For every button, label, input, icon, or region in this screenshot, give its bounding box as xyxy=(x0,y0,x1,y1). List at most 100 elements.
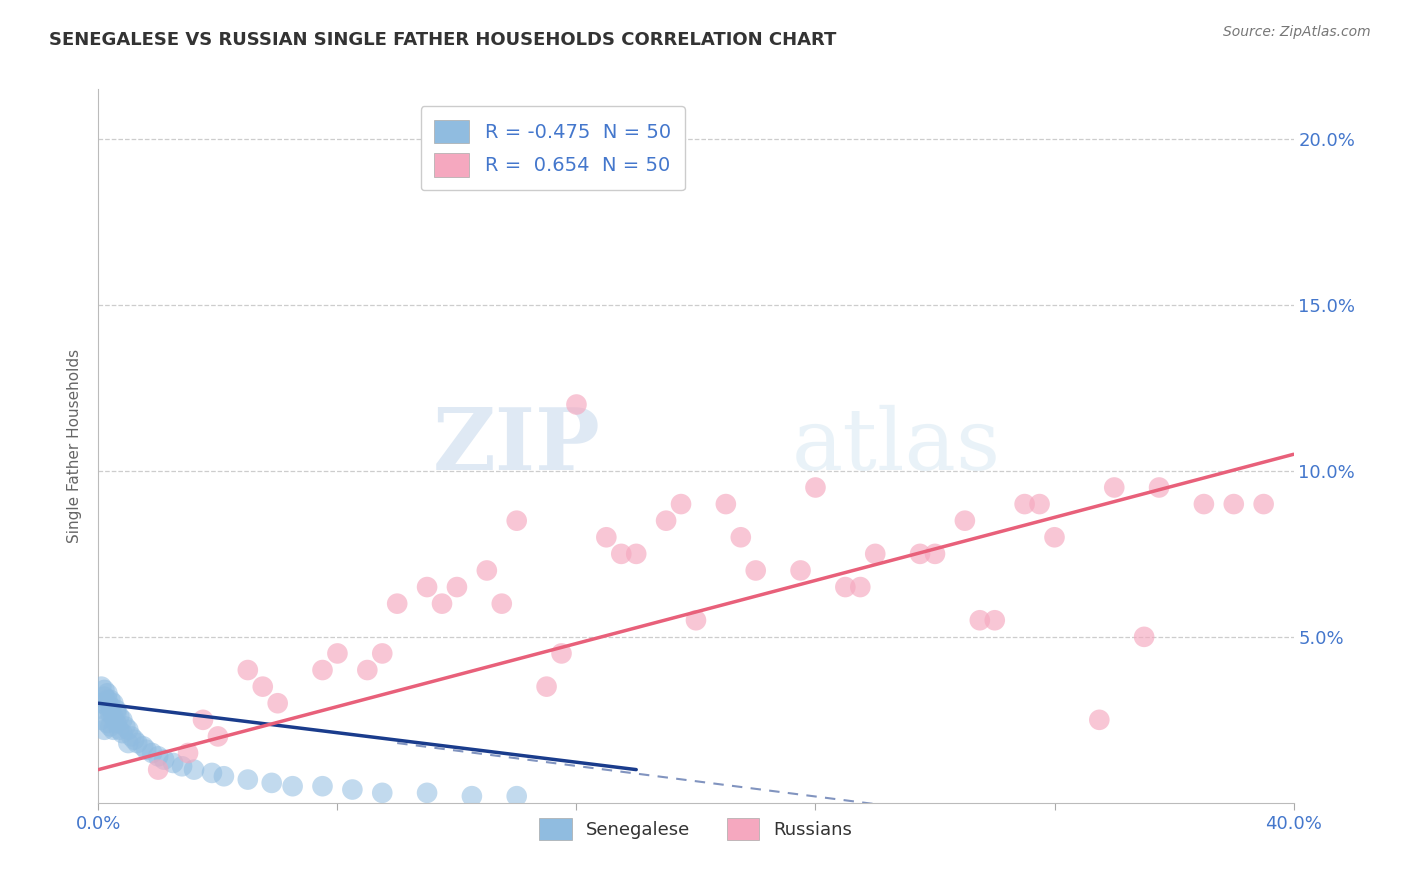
Point xyxy=(177,746,200,760)
Point xyxy=(475,564,498,578)
Point xyxy=(595,530,617,544)
Point xyxy=(191,713,214,727)
Point xyxy=(655,514,678,528)
Point xyxy=(924,547,946,561)
Point xyxy=(148,749,170,764)
Point xyxy=(111,726,134,740)
Point xyxy=(371,786,394,800)
Point xyxy=(98,706,122,721)
Point xyxy=(953,514,976,528)
Legend: Senegalese, Russians: Senegalese, Russians xyxy=(533,811,859,847)
Point xyxy=(1192,497,1215,511)
Point xyxy=(260,776,283,790)
Point xyxy=(536,680,558,694)
Point xyxy=(103,723,125,737)
Point xyxy=(90,696,112,710)
Point xyxy=(132,739,155,754)
Point xyxy=(98,693,122,707)
Point xyxy=(93,723,115,737)
Point xyxy=(236,663,259,677)
Point xyxy=(148,763,170,777)
Point xyxy=(371,647,394,661)
Point xyxy=(90,713,112,727)
Point xyxy=(90,680,112,694)
Point xyxy=(93,703,115,717)
Point xyxy=(610,547,633,561)
Point xyxy=(1028,497,1050,511)
Point xyxy=(117,736,139,750)
Point xyxy=(236,772,259,787)
Point xyxy=(281,779,304,793)
Point xyxy=(267,696,290,710)
Point xyxy=(550,647,572,661)
Point xyxy=(984,613,1007,627)
Text: ZIP: ZIP xyxy=(433,404,600,488)
Point xyxy=(183,763,205,777)
Point xyxy=(730,530,752,544)
Point xyxy=(714,497,737,511)
Point xyxy=(103,696,125,710)
Point xyxy=(865,547,887,561)
Point xyxy=(108,709,131,723)
Point xyxy=(153,753,176,767)
Point xyxy=(506,789,529,804)
Point xyxy=(969,613,991,627)
Point xyxy=(93,682,115,697)
Point xyxy=(1088,713,1111,727)
Point xyxy=(804,481,827,495)
Point xyxy=(834,580,856,594)
Point xyxy=(105,716,128,731)
Point xyxy=(908,547,931,561)
Point xyxy=(207,730,229,744)
Point xyxy=(103,709,125,723)
Point xyxy=(326,647,349,661)
Point xyxy=(105,703,128,717)
Point xyxy=(105,706,128,721)
Point xyxy=(491,597,513,611)
Text: Source: ZipAtlas.com: Source: ZipAtlas.com xyxy=(1223,25,1371,39)
Point xyxy=(1043,530,1066,544)
Point xyxy=(745,564,768,578)
Point xyxy=(117,723,139,737)
Point xyxy=(311,779,333,793)
Point xyxy=(114,719,136,733)
Point xyxy=(98,699,122,714)
Text: SENEGALESE VS RUSSIAN SINGLE FATHER HOUSEHOLDS CORRELATION CHART: SENEGALESE VS RUSSIAN SINGLE FATHER HOUS… xyxy=(49,31,837,49)
Point xyxy=(212,769,235,783)
Point xyxy=(1014,497,1036,511)
Y-axis label: Single Father Households: Single Father Households xyxy=(67,349,83,543)
Point xyxy=(135,742,157,756)
Point xyxy=(162,756,184,770)
Point xyxy=(356,663,378,677)
Point xyxy=(1147,481,1170,495)
Point xyxy=(120,730,142,744)
Point xyxy=(461,789,484,804)
Point xyxy=(1104,481,1126,495)
Point xyxy=(311,663,333,677)
Point xyxy=(98,719,122,733)
Point xyxy=(201,766,224,780)
Point xyxy=(385,597,409,611)
Point xyxy=(108,723,131,737)
Point xyxy=(111,713,134,727)
Point xyxy=(669,497,692,511)
Point xyxy=(252,680,274,694)
Point xyxy=(685,613,707,627)
Point xyxy=(1253,497,1275,511)
Point xyxy=(96,693,118,707)
Point xyxy=(342,782,364,797)
Point xyxy=(1133,630,1156,644)
Point xyxy=(565,397,588,411)
Point xyxy=(506,514,529,528)
Point xyxy=(96,716,118,731)
Point xyxy=(127,736,149,750)
Point xyxy=(93,690,115,704)
Point xyxy=(96,699,118,714)
Point xyxy=(849,580,872,594)
Point xyxy=(789,564,811,578)
Text: atlas: atlas xyxy=(792,404,1001,488)
Point xyxy=(430,597,453,611)
Point xyxy=(141,746,163,760)
Point xyxy=(172,759,194,773)
Point xyxy=(124,732,146,747)
